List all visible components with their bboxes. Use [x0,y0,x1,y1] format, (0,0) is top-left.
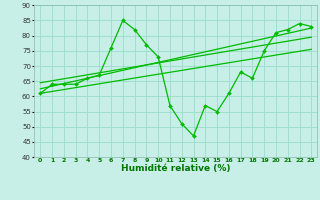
X-axis label: Humidité relative (%): Humidité relative (%) [121,164,231,173]
